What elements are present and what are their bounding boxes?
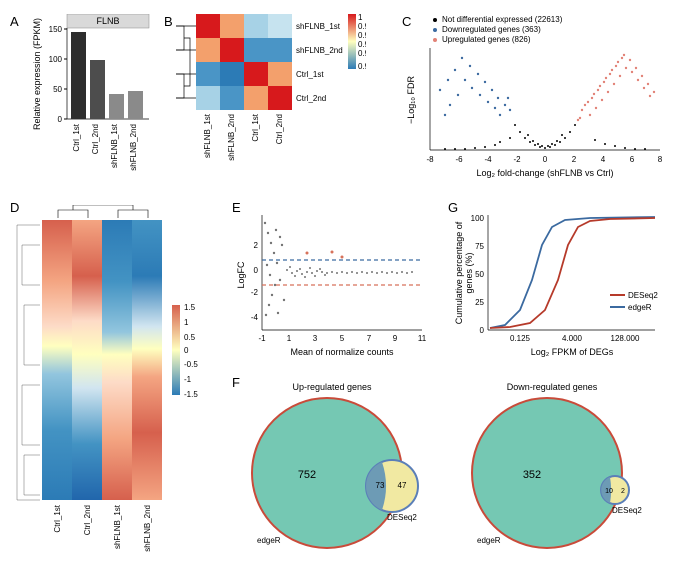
volcano-legend: Not differential expressed (22613) Downr… — [433, 15, 563, 44]
svg-text:−Log₁₀ FDR: −Log₁₀ FDR — [406, 75, 416, 124]
svg-text:50: 50 — [475, 270, 484, 279]
svg-text:11: 11 — [418, 334, 427, 343]
svg-text:5: 5 — [340, 334, 345, 343]
svg-text:0: 0 — [184, 346, 189, 355]
svg-text:shFLNB_1st: shFLNB_1st — [113, 504, 122, 549]
svg-text:Mean of normalize counts: Mean of normalize counts — [290, 347, 394, 357]
panel-a-chart: FLNB 0 50 100 150 Ctrl_1st Ctrl_2nd shFL… — [22, 14, 152, 184]
svg-text:-4: -4 — [484, 155, 492, 164]
svg-text:47: 47 — [398, 481, 407, 490]
panel-a-ylabel: Relative expression (FPKM) — [32, 18, 42, 130]
svg-text:0: 0 — [480, 326, 485, 335]
svg-text:Ctrl_2nd: Ctrl_2nd — [275, 114, 284, 144]
svg-text:Down-regulated genes: Down-regulated genes — [507, 382, 598, 392]
panel-g-ecdf: 0 25 50 75 100 0.125 4.000 128.000 Log₂ … — [450, 205, 665, 360]
svg-text:100: 100 — [471, 214, 485, 223]
svg-text:Upregulated genes (826): Upregulated genes (826) — [442, 35, 531, 44]
svg-text:0.125: 0.125 — [510, 334, 531, 343]
svg-text:8: 8 — [658, 155, 663, 164]
svg-text:shFLNB_2nd: shFLNB_2nd — [227, 114, 236, 161]
svg-text:Ctrl_1st: Ctrl_1st — [72, 123, 81, 151]
svg-text:9: 9 — [393, 334, 398, 343]
svg-text:-2: -2 — [251, 288, 259, 297]
svg-text:Ctrl_1st: Ctrl_1st — [251, 113, 260, 141]
svg-text:-8: -8 — [426, 155, 434, 164]
svg-text:shFLNB_2nd: shFLNB_2nd — [129, 124, 138, 171]
strip-title: FLNB — [96, 16, 119, 26]
svg-text:-1: -1 — [258, 334, 266, 343]
svg-text:73: 73 — [376, 481, 385, 490]
svg-text:25: 25 — [475, 298, 484, 307]
svg-text:50: 50 — [53, 85, 62, 94]
svg-text:3: 3 — [313, 334, 318, 343]
svg-text:1: 1 — [358, 14, 363, 22]
svg-text:2: 2 — [621, 488, 625, 495]
panel-e-ma: -4 -2 0 2 -1 1 3 5 7 9 11 Mean of normal… — [232, 205, 427, 360]
svg-text:352: 352 — [523, 469, 541, 481]
svg-text:0.985: 0.985 — [358, 40, 366, 49]
svg-text:4.000: 4.000 — [562, 334, 583, 343]
svg-text:75: 75 — [475, 242, 484, 251]
svg-text:Ctrl_2nd: Ctrl_2nd — [91, 124, 100, 154]
svg-text:0: 0 — [58, 115, 63, 124]
svg-text:edgeR: edgeR — [257, 536, 281, 545]
svg-text:0.5: 0.5 — [184, 333, 196, 342]
svg-text:-4: -4 — [251, 313, 259, 322]
svg-text:100: 100 — [49, 55, 63, 64]
panel-d-heatmap: Ctrl_1st Ctrl_2nd shFLNB_1st shFLNB_2nd … — [12, 205, 227, 565]
svg-text:Ctrl_1st: Ctrl_1st — [296, 70, 324, 79]
panel-label-a: A — [10, 14, 19, 29]
panel-f-venn: Up-regulated genes 752 73 47 edgeR DESeq… — [232, 378, 672, 563]
svg-text:shFLNB_2nd: shFLNB_2nd — [143, 505, 152, 552]
svg-text:shFLNB_1st: shFLNB_1st — [203, 113, 212, 158]
svg-text:Cumulative percentage of: Cumulative percentage of — [454, 221, 464, 324]
svg-text:Downregulated genes (363): Downregulated genes (363) — [442, 25, 541, 34]
svg-text:0.99: 0.99 — [358, 31, 366, 40]
svg-text:Ctrl_2nd: Ctrl_2nd — [296, 94, 326, 103]
svg-text:-6: -6 — [455, 155, 463, 164]
svg-text:DESeq2: DESeq2 — [612, 506, 642, 515]
svg-text:128.000: 128.000 — [611, 334, 640, 343]
svg-text:LogFC: LogFC — [236, 261, 246, 289]
svg-text:shFLNB_2nd: shFLNB_2nd — [296, 46, 343, 55]
svg-text:150: 150 — [49, 25, 63, 34]
svg-text:4: 4 — [601, 155, 606, 164]
panel-b-heatmap: shFLNB_1st shFLNB_2nd Ctrl_1st Ctrl_2nd … — [156, 14, 366, 194]
svg-text:0: 0 — [543, 155, 548, 164]
svg-text:2: 2 — [572, 155, 577, 164]
svg-text:0.97: 0.97 — [358, 62, 366, 71]
svg-text:edgeR: edgeR — [628, 303, 652, 312]
svg-text:shFLNB_1st: shFLNB_1st — [296, 22, 341, 31]
svg-text:edgeR: edgeR — [477, 536, 501, 545]
svg-text:0.98: 0.98 — [358, 49, 366, 58]
svg-text:Not differential expressed (22: Not differential expressed (22613) — [442, 15, 563, 24]
svg-text:Ctrl_1st: Ctrl_1st — [53, 504, 62, 532]
svg-text:DESeq2: DESeq2 — [628, 291, 658, 300]
svg-text:1: 1 — [184, 318, 189, 327]
panel-c-volcano: Not differential expressed (22613) Downr… — [400, 10, 670, 185]
svg-text:0.995: 0.995 — [358, 22, 366, 31]
svg-text:-2: -2 — [513, 155, 521, 164]
svg-text:0: 0 — [254, 266, 259, 275]
volcano-points — [439, 54, 655, 150]
svg-text:752: 752 — [298, 469, 316, 481]
svg-text:6: 6 — [630, 155, 635, 164]
svg-text:-1: -1 — [184, 375, 192, 384]
svg-text:Log₂ FPKM of DEGs: Log₂ FPKM of DEGs — [531, 347, 614, 357]
svg-text:genes (%): genes (%) — [464, 252, 474, 293]
svg-text:shFLNB_1st: shFLNB_1st — [110, 123, 119, 168]
svg-text:-1.5: -1.5 — [184, 390, 198, 399]
corr-cells — [196, 14, 292, 110]
svg-text:2: 2 — [254, 241, 259, 250]
svg-text:1: 1 — [287, 334, 292, 343]
svg-text:Ctrl_2nd: Ctrl_2nd — [83, 505, 92, 535]
svg-text:7: 7 — [367, 334, 372, 343]
svg-text:-0.5: -0.5 — [184, 360, 198, 369]
svg-text:Log₂ fold-change (shFLNB vs Ct: Log₂ fold-change (shFLNB vs Ctrl) — [476, 168, 613, 178]
svg-text:Up-regulated genes: Up-regulated genes — [292, 382, 372, 392]
svg-text:1.5: 1.5 — [184, 303, 196, 312]
svg-text:10: 10 — [605, 488, 613, 495]
svg-text:DESeq2: DESeq2 — [387, 513, 417, 522]
